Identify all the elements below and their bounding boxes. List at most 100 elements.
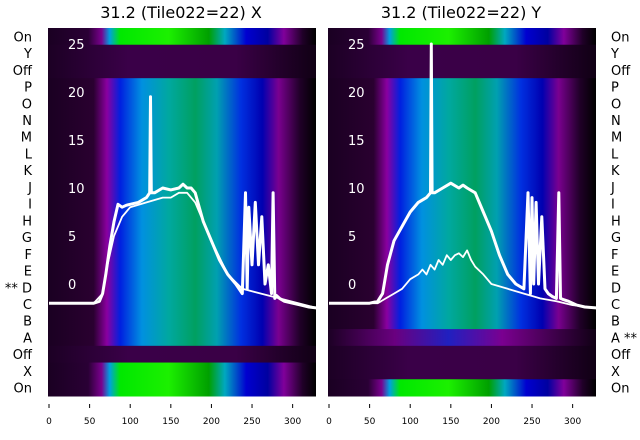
row-label: C xyxy=(23,298,32,313)
row-label: G xyxy=(22,231,32,246)
row-label: I xyxy=(611,198,615,213)
row-label: C xyxy=(611,298,620,313)
row-label: E xyxy=(24,265,32,280)
heatmap-row xyxy=(48,228,316,246)
heatmap-row xyxy=(48,111,316,129)
y-tick-label: 5 xyxy=(68,230,76,245)
heatmap-row xyxy=(48,78,316,96)
y-tick-label: 20 xyxy=(68,86,85,101)
heatmap-row xyxy=(48,44,316,62)
row-label: O xyxy=(611,97,621,112)
heatmap-row xyxy=(48,61,316,79)
x-tick-label: 100 xyxy=(122,417,139,427)
heatmap-row xyxy=(328,61,596,79)
heatmap-row xyxy=(328,44,596,62)
x-tick-label: 100 xyxy=(402,417,419,427)
y-tick-label: 20 xyxy=(348,86,365,101)
row-label: On xyxy=(611,30,629,45)
heatmap-row xyxy=(48,128,316,146)
row-label: E xyxy=(611,265,619,280)
row-label: L xyxy=(611,147,619,162)
y-tick-label: 25 xyxy=(68,38,85,53)
y-tick-label: 5 xyxy=(348,230,356,245)
x-tick-label: 0 xyxy=(46,417,52,427)
row-label: P xyxy=(611,81,619,96)
heatmap-row xyxy=(328,345,596,364)
heatmap-row xyxy=(48,212,316,230)
row-label: On xyxy=(611,382,629,397)
heatmap-row xyxy=(48,362,316,380)
row-label: F xyxy=(25,248,32,263)
row-label: N xyxy=(611,114,621,129)
x-tick-label: 250 xyxy=(243,417,260,427)
heatmap-row xyxy=(328,362,596,380)
heatmap-row xyxy=(48,161,316,180)
heatmap-row xyxy=(48,312,316,330)
row-label: X xyxy=(23,365,32,380)
row-label: Off xyxy=(611,348,631,363)
row-label: X xyxy=(611,365,620,380)
row-label: I xyxy=(28,198,32,213)
row-label: Off xyxy=(13,348,33,363)
heatmap-row xyxy=(328,312,596,330)
y-tick-label: 25 xyxy=(348,38,365,53)
heatmap-row xyxy=(48,195,316,213)
heatmap-row xyxy=(328,145,596,163)
row-label: Off xyxy=(611,64,631,79)
row-label: A xyxy=(23,331,32,346)
row-label: J xyxy=(610,181,615,196)
row-label: D xyxy=(611,281,621,296)
x-tick-label: 150 xyxy=(442,417,459,427)
row-label: A ** xyxy=(611,331,638,346)
x-tick-label: 300 xyxy=(564,417,581,427)
x-tick-label: 200 xyxy=(203,417,220,427)
series-line-main xyxy=(329,42,596,310)
series-line-low xyxy=(329,249,596,309)
row-label: J xyxy=(27,181,32,196)
heatmap-row xyxy=(48,28,316,46)
x-tick-label: 50 xyxy=(364,417,376,427)
row-label: K xyxy=(23,164,32,179)
heatmap-row xyxy=(328,94,596,113)
heatmap-row xyxy=(48,379,316,397)
heatmap-row xyxy=(328,379,596,397)
heatmap-row xyxy=(328,228,596,246)
row-label: M xyxy=(21,131,32,146)
heatmap-row xyxy=(48,329,316,347)
row-label: P xyxy=(24,81,32,96)
heatmap-row xyxy=(328,28,596,46)
x-tick-label: 150 xyxy=(162,417,179,427)
row-label: Off xyxy=(13,64,33,79)
row-label: O xyxy=(22,97,32,112)
row-label: L xyxy=(25,147,33,162)
heatmap-row xyxy=(48,145,316,163)
heatmap-row xyxy=(48,245,316,263)
row-label: Y xyxy=(610,47,619,62)
heatmap-row xyxy=(48,94,316,113)
row-label: G xyxy=(611,231,621,246)
heatmap-row xyxy=(48,345,316,364)
x-tick-label: 200 xyxy=(483,417,500,427)
y-tick-label: 0 xyxy=(68,278,76,293)
row-label: M xyxy=(611,131,622,146)
x-tick-label: 250 xyxy=(523,417,540,427)
series-line-secondary xyxy=(49,191,316,309)
heatmap-row xyxy=(328,78,596,96)
heatmap-row xyxy=(328,195,596,213)
row-label: Y xyxy=(23,47,32,62)
row-label: On xyxy=(14,30,32,45)
row-label: H xyxy=(611,214,621,229)
heatmap-row xyxy=(48,295,316,313)
x-tick-label: 50 xyxy=(84,417,96,427)
x-tick-label: 0 xyxy=(326,417,332,427)
panel-title: 31.2 (Tile022=22) Y xyxy=(381,3,542,22)
row-label: On xyxy=(14,382,32,397)
heatmap-row xyxy=(48,278,316,297)
row-label: B xyxy=(611,315,620,330)
panel-title: 31.2 (Tile022=22) X xyxy=(100,3,262,22)
y-tick-label: 15 xyxy=(68,134,85,149)
heatmap-row xyxy=(328,329,596,347)
